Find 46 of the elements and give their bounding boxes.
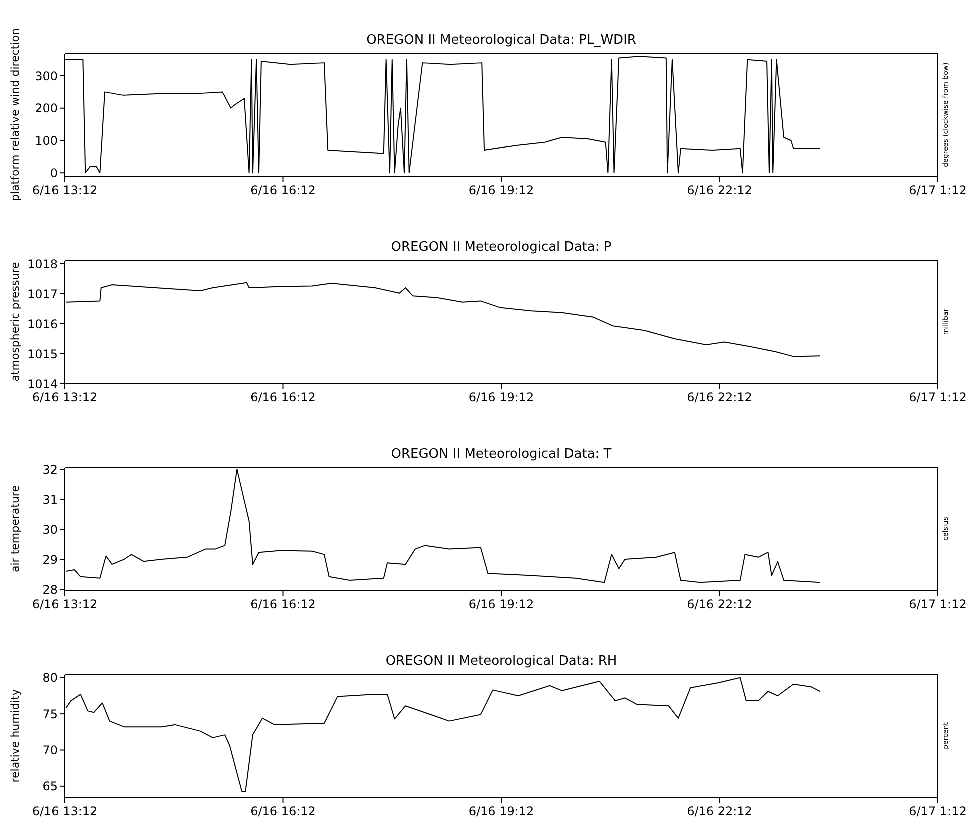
x-tick-label: 6/16 16:12 bbox=[250, 390, 316, 405]
y-tick-label: 30 bbox=[42, 522, 58, 537]
y-tick-label: 1015 bbox=[27, 347, 58, 362]
x-tick-label: 6/16 19:12 bbox=[468, 390, 534, 405]
y-tick-label: 75 bbox=[42, 707, 58, 722]
x-tick-label: 6/16 22:12 bbox=[687, 804, 752, 819]
y-axis-title: atmospheric pressure bbox=[9, 262, 22, 382]
y-tick-label: 32 bbox=[42, 462, 58, 477]
x-tick-label: 6/16 13:12 bbox=[32, 598, 98, 612]
y-axis-title: platform relative wind direction bbox=[9, 28, 22, 202]
y-tick-label: 65 bbox=[42, 780, 58, 794]
x-tick-label: 6/16 22:12 bbox=[687, 598, 752, 612]
y-axis-title: relative humidity bbox=[9, 689, 22, 783]
x-tick-label: 6/17 1:12 bbox=[909, 184, 967, 198]
y-tick-label: 200 bbox=[35, 102, 58, 116]
x-tick-label: 6/17 1:12 bbox=[909, 804, 967, 819]
y-tick-label: 1014 bbox=[27, 377, 58, 392]
y-tick-label: 80 bbox=[42, 671, 58, 686]
chart-title: OREGON II Meteorological Data: P bbox=[390, 240, 613, 255]
y-tick-label: 1016 bbox=[27, 317, 58, 332]
x-tick-label: 6/16 22:12 bbox=[687, 184, 752, 198]
x-tick-label: 6/16 22:12 bbox=[687, 390, 752, 405]
x-tick-label: 6/16 19:12 bbox=[468, 598, 534, 612]
y-tick-label: 29 bbox=[42, 552, 58, 567]
y-axis-title: air temperature bbox=[9, 486, 22, 572]
y-tick-label: 300 bbox=[35, 69, 58, 84]
x-tick-label: 6/16 19:12 bbox=[468, 184, 534, 198]
y-tick-label: 31 bbox=[42, 492, 58, 507]
x-tick-label: 6/16 19:12 bbox=[468, 804, 534, 819]
y-tick-label: 1017 bbox=[27, 287, 58, 302]
chart-title: OREGON II Meteorological Data: T bbox=[390, 447, 613, 462]
x-tick-label: 6/16 13:12 bbox=[32, 390, 98, 405]
x-tick-label: 6/16 16:12 bbox=[250, 804, 316, 819]
y-tick-label: 100 bbox=[35, 134, 58, 148]
x-tick-label: 6/16 16:12 bbox=[250, 598, 316, 612]
y-tick-label: 70 bbox=[42, 744, 58, 758]
x-tick-label: 6/16 16:12 bbox=[250, 184, 316, 198]
y-tick-label: 28 bbox=[42, 582, 58, 597]
y-tick-label: 1018 bbox=[27, 257, 58, 272]
x-tick-label: 6/16 13:12 bbox=[32, 184, 98, 198]
chart-title: OREGON II Meteorological Data: RH bbox=[384, 654, 618, 669]
x-tick-label: 6/17 1:12 bbox=[909, 390, 967, 405]
x-tick-label: 6/16 13:12 bbox=[32, 804, 98, 819]
x-tick-label: 6/17 1:12 bbox=[909, 598, 967, 612]
y-tick-label: 0 bbox=[50, 166, 58, 180]
chart-title: OREGON II Meteorological Data: PL_WDIR bbox=[366, 33, 638, 48]
